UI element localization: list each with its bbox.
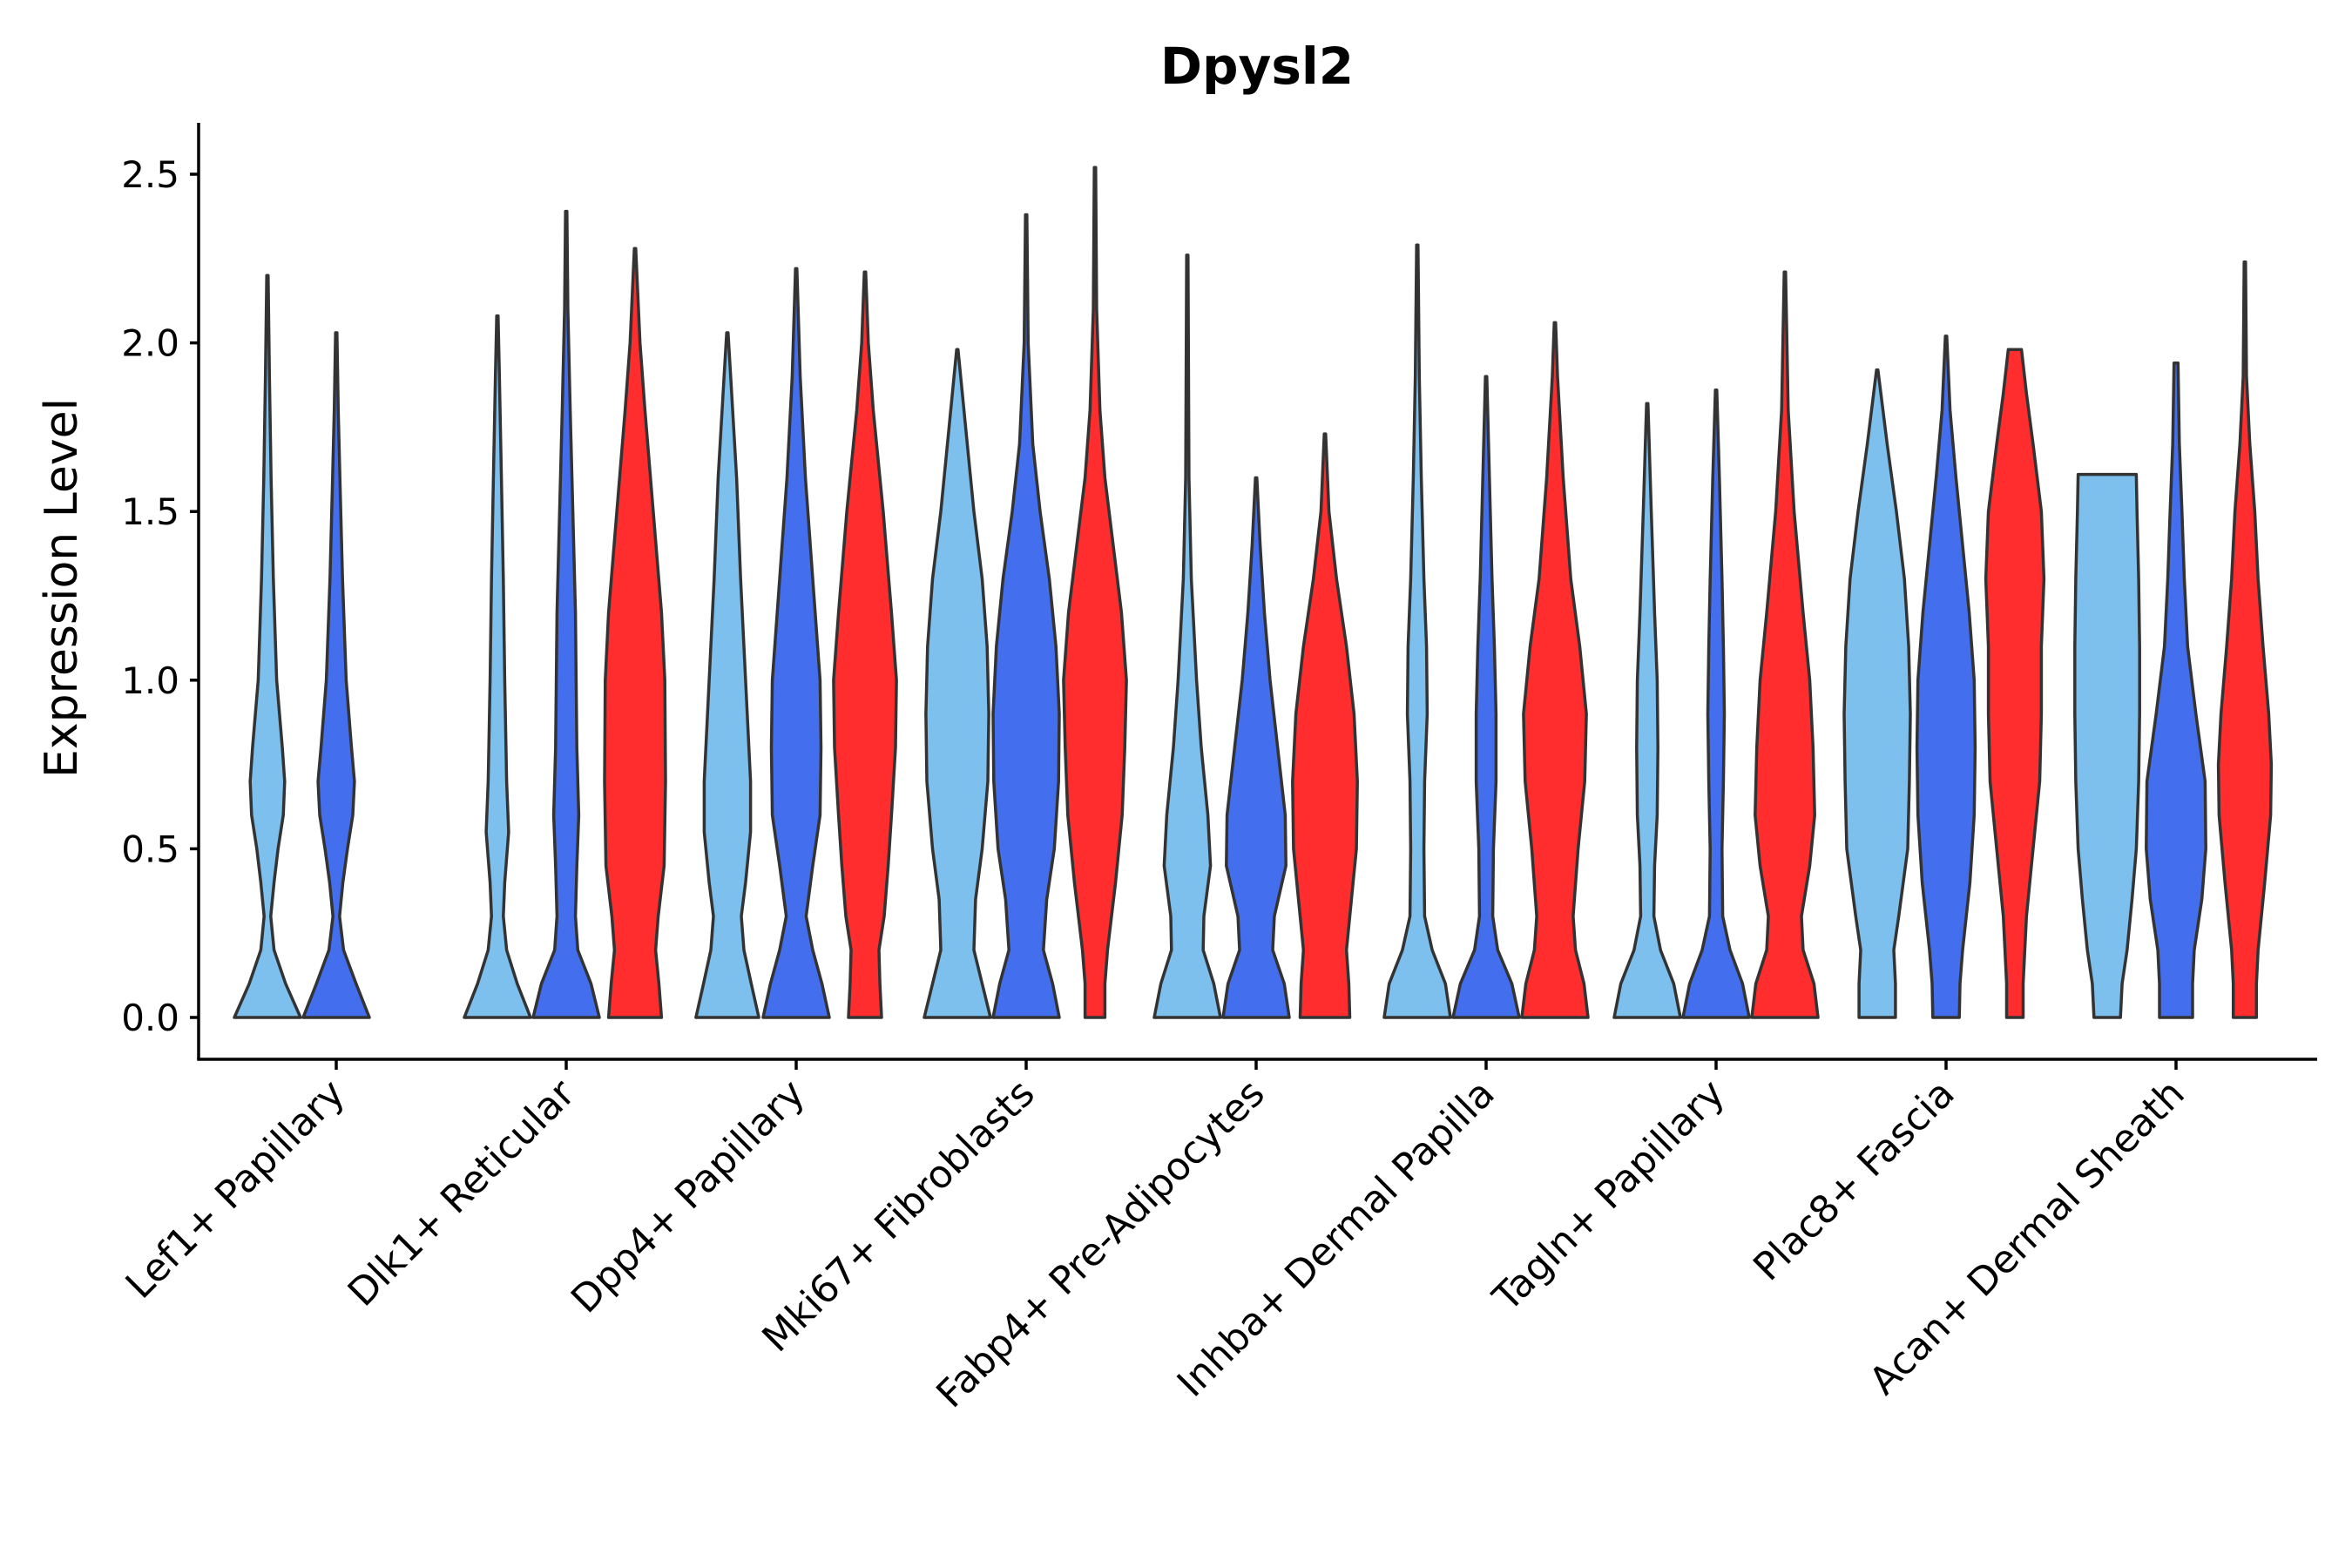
violin-inhba-dermal-papilla-1 (1382, 243, 1452, 1019)
violin-mki67-fibroblasts-1 (923, 348, 992, 1019)
y-axis-label: Expression Level (36, 398, 88, 778)
y-axis-ticks: 0.0 0.5 1.0 1.5 2.0 2.5 (121, 153, 199, 1039)
violin-dlk1-reticular-2 (531, 209, 601, 1019)
violin-fabp4-pre-adipocytes-3 (1291, 432, 1359, 1019)
violin-dpp4-papillary-2 (761, 267, 831, 1019)
y-tick-label: 1.0 (121, 659, 179, 702)
violin-dpp4-papillary-1 (694, 331, 760, 1019)
chart-title: Dpysl2 (1160, 37, 1354, 96)
violin-mki67-fibroblasts-3 (1062, 166, 1128, 1019)
y-tick-label: 0.5 (121, 828, 179, 870)
violin-tagln-papillary-3 (1750, 270, 1820, 1019)
violin-inhba-dermal-papilla-2 (1451, 375, 1521, 1019)
violin-dpp4-papillary-3 (832, 270, 898, 1019)
violin-mki67-fibroblasts-2 (991, 213, 1061, 1019)
violin-fabp4-pre-adipocytes-2 (1221, 476, 1291, 1019)
violin-dlk1-reticular-3 (603, 247, 667, 1019)
violin-lef1-papillary-2 (301, 331, 371, 1019)
violin-fabp4-pre-adipocytes-1 (1152, 253, 1222, 1019)
violin-tagln-papillary-1 (1612, 402, 1682, 1019)
violin-dlk1-reticular-1 (463, 314, 532, 1019)
violin-acan-dermal-sheath-1 (2073, 472, 2141, 1019)
x-tick-label: Lef1+ Papillary (118, 1071, 354, 1308)
violin-tagln-papillary-2 (1681, 389, 1751, 1019)
violin-acan-dermal-sheath-3 (2216, 260, 2274, 1019)
violins-layer (233, 166, 2274, 1019)
x-tick-label: Dpp4+ Papillary (563, 1071, 814, 1322)
x-tick-label: Tagln+ Papillary (1484, 1071, 1734, 1321)
violin-plac8-fascia-1 (1842, 368, 1912, 1019)
x-tick-label: Dlk1+ Reticular (340, 1071, 585, 1315)
y-tick-label: 0.0 (121, 997, 179, 1039)
y-tick-label: 2.0 (121, 322, 179, 365)
violin-plac8-fascia-3 (1984, 348, 2046, 1019)
violin-lef1-papillary-1 (233, 274, 302, 1019)
violin-plac8-fascia-2 (1915, 335, 1977, 1019)
x-tick-label: Plac8+ Fascia (1745, 1071, 1963, 1290)
y-tick-label: 2.5 (121, 153, 179, 196)
violin-acan-dermal-sheath-2 (2145, 362, 2207, 1019)
violin-inhba-dermal-papilla-3 (1520, 321, 1590, 1019)
y-tick-label: 1.5 (121, 490, 179, 533)
